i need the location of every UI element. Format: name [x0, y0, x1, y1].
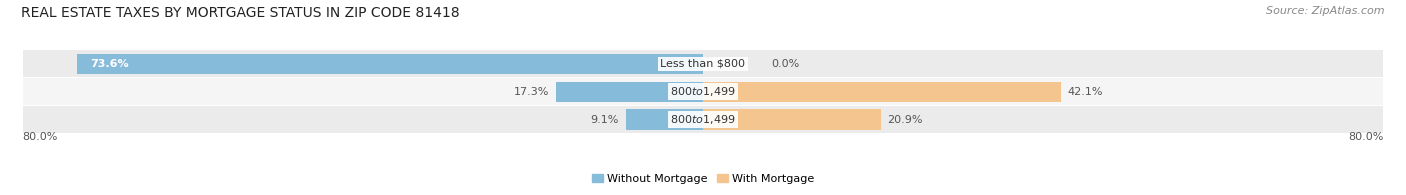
Legend: Without Mortgage, With Mortgage: Without Mortgage, With Mortgage	[588, 169, 818, 189]
Text: Source: ZipAtlas.com: Source: ZipAtlas.com	[1267, 6, 1385, 16]
Bar	[626, 109, 703, 129]
Text: 80.0%: 80.0%	[22, 132, 58, 142]
Bar	[22, 78, 1384, 105]
Bar	[555, 82, 703, 102]
Text: 9.1%: 9.1%	[591, 114, 619, 124]
Text: 17.3%: 17.3%	[513, 87, 550, 97]
Bar	[77, 54, 703, 74]
Bar	[22, 51, 1384, 77]
Text: 0.0%: 0.0%	[770, 59, 799, 69]
Text: 42.1%: 42.1%	[1069, 87, 1104, 97]
Text: 80.0%: 80.0%	[1348, 132, 1384, 142]
Text: 73.6%: 73.6%	[90, 59, 128, 69]
Text: 20.9%: 20.9%	[887, 114, 924, 124]
Text: Less than $800: Less than $800	[661, 59, 745, 69]
Text: $800 to $1,499: $800 to $1,499	[671, 113, 735, 126]
Text: REAL ESTATE TAXES BY MORTGAGE STATUS IN ZIP CODE 81418: REAL ESTATE TAXES BY MORTGAGE STATUS IN …	[21, 6, 460, 20]
Bar	[703, 109, 880, 129]
Bar	[703, 82, 1062, 102]
Bar	[22, 106, 1384, 133]
Text: $800 to $1,499: $800 to $1,499	[671, 85, 735, 98]
